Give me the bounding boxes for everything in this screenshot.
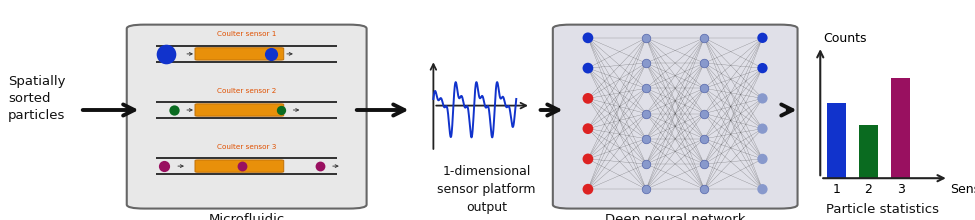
Point xyxy=(580,127,596,130)
Point xyxy=(156,164,172,168)
Text: Microfluidic
sensor platform: Microfluidic sensor platform xyxy=(194,213,299,220)
Point xyxy=(639,112,654,115)
Text: 1-dimensional
sensor platform
output: 1-dimensional sensor platform output xyxy=(437,165,536,214)
Point xyxy=(158,52,174,56)
Point xyxy=(696,112,712,115)
Point xyxy=(755,66,770,70)
Bar xyxy=(827,103,846,178)
FancyBboxPatch shape xyxy=(195,104,284,116)
Point xyxy=(696,137,712,141)
Point xyxy=(696,162,712,166)
Bar xyxy=(891,78,910,178)
Point xyxy=(696,61,712,65)
Point xyxy=(755,36,770,40)
Point xyxy=(580,97,596,100)
Text: Coulter sensor 1: Coulter sensor 1 xyxy=(217,31,276,37)
Point xyxy=(639,86,654,90)
Point xyxy=(639,187,654,191)
Point xyxy=(166,108,181,112)
Point xyxy=(755,157,770,161)
Point xyxy=(639,137,654,141)
Point xyxy=(696,86,712,90)
Text: Sensor: Sensor xyxy=(951,183,975,196)
Point xyxy=(639,61,654,65)
Point xyxy=(273,108,289,112)
Point xyxy=(580,187,596,191)
Bar xyxy=(859,125,878,178)
Point xyxy=(580,157,596,161)
Point xyxy=(755,97,770,100)
Point xyxy=(234,164,250,168)
Point xyxy=(263,52,279,56)
FancyBboxPatch shape xyxy=(127,25,367,209)
Point xyxy=(755,127,770,130)
Text: Deep neural network: Deep neural network xyxy=(604,213,746,220)
Text: Counts: Counts xyxy=(824,32,867,45)
Text: Spatially
sorted
particles: Spatially sorted particles xyxy=(8,75,65,123)
Point xyxy=(639,162,654,166)
Text: Coulter sensor 2: Coulter sensor 2 xyxy=(217,88,276,94)
Point xyxy=(696,36,712,40)
Point xyxy=(755,187,770,191)
Text: Coulter sensor 3: Coulter sensor 3 xyxy=(217,144,276,150)
FancyBboxPatch shape xyxy=(195,48,284,60)
Point xyxy=(580,66,596,70)
Point xyxy=(696,187,712,191)
Point xyxy=(639,36,654,40)
Point xyxy=(312,164,328,168)
FancyBboxPatch shape xyxy=(553,25,798,209)
Text: Particle statistics: Particle statistics xyxy=(826,203,939,216)
Point xyxy=(580,36,596,40)
FancyBboxPatch shape xyxy=(195,160,284,172)
